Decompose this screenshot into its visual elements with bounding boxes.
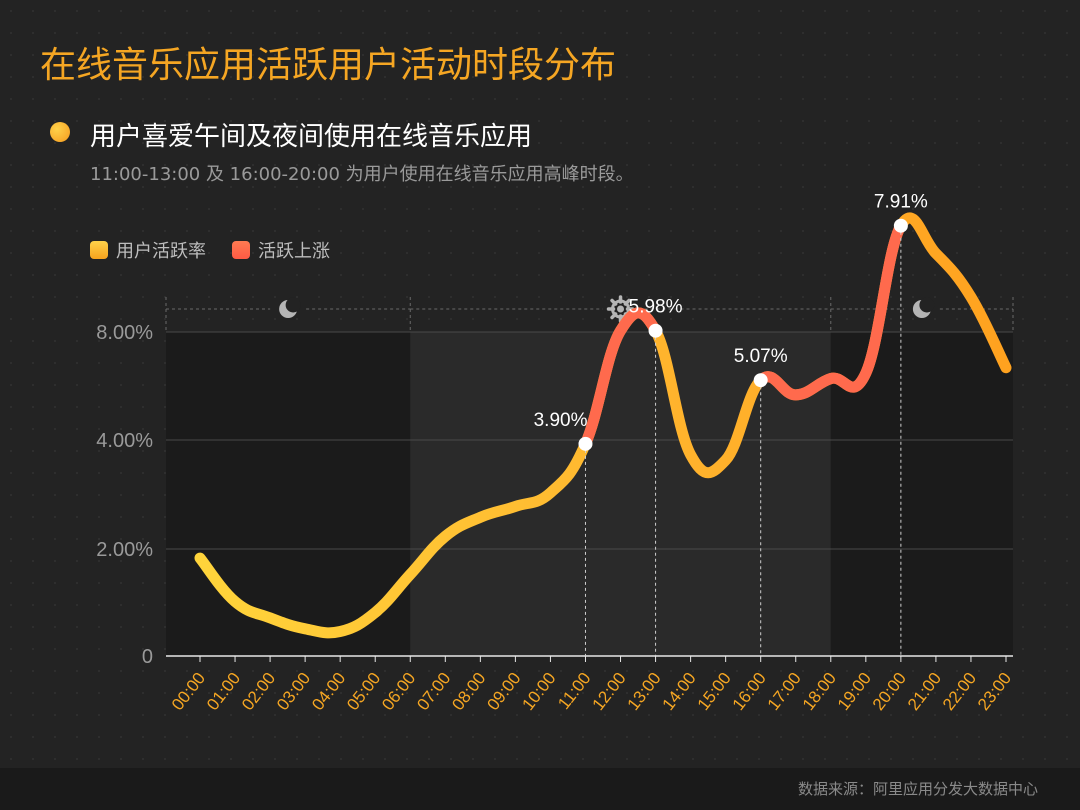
data-point-marker <box>648 323 663 338</box>
x-tick-label: 10:00 <box>518 669 559 714</box>
x-tick-label: 08:00 <box>448 669 489 714</box>
legend-label-active-rate: 用户活跃率 <box>116 241 206 262</box>
page-title: 在线音乐应用活跃用户活动时段分布 <box>40 45 617 86</box>
x-tick-label: 01:00 <box>203 669 244 714</box>
footer: 数据来源：阿里应用分发大数据中心 <box>0 768 1080 810</box>
bullet-icon <box>50 122 70 142</box>
x-tick-label: 07:00 <box>413 669 454 714</box>
data-point-marker <box>753 373 768 388</box>
x-tick-label: 15:00 <box>694 669 735 714</box>
x-tick-label: 13:00 <box>624 669 665 714</box>
x-tick-label: 16:00 <box>729 669 770 714</box>
x-tick-label: 22:00 <box>939 669 980 714</box>
x-tick-label: 19:00 <box>834 669 875 714</box>
x-tick-label: 17:00 <box>764 669 805 714</box>
data-label: 7.91% <box>874 192 928 213</box>
rise-segment <box>579 307 662 450</box>
x-tick-label: 03:00 <box>273 669 314 714</box>
x-tick-label: 18:00 <box>799 669 840 714</box>
period-band <box>166 332 411 656</box>
legend-swatch-rise <box>232 241 250 259</box>
x-tick-label: 02:00 <box>238 669 279 714</box>
chart-legend: 用户活跃率 活跃上涨 <box>90 237 330 263</box>
x-tick-label: 05:00 <box>343 669 384 714</box>
sun-core <box>617 305 625 313</box>
x-tick-label: 04:00 <box>308 669 349 714</box>
moon-cut <box>919 297 935 313</box>
x-tick-label: 20:00 <box>869 669 910 714</box>
data-label: 3.90% <box>534 410 588 431</box>
description: 11:00-13:00 及 16:00-20:00 为用户使用在线音乐应用高峰时… <box>90 164 634 185</box>
data-label: 5.07% <box>734 346 788 367</box>
legend-label-rise: 活跃上涨 <box>258 241 330 262</box>
x-tick-label: 21:00 <box>904 669 945 714</box>
y-tick-label: 2.00% <box>96 539 153 561</box>
subtitle: 用户喜爱午间及夜间使用在线音乐应用 <box>90 122 533 152</box>
data-point-marker <box>578 436 593 451</box>
moon-icon <box>912 297 935 318</box>
rise-segment <box>755 220 907 401</box>
moon-icon <box>279 297 301 318</box>
x-tick-label: 09:00 <box>483 669 524 714</box>
legend-swatch-active-rate <box>90 241 108 259</box>
legend-item-rise[interactable]: 活跃上涨 <box>232 237 330 263</box>
x-tick-label: 00:00 <box>168 669 209 714</box>
data-source: 数据来源：阿里应用分发大数据中心 <box>797 780 1038 798</box>
y-tick-label: 8.00% <box>96 322 153 344</box>
legend-item-active-rate[interactable]: 用户活跃率 <box>90 237 206 263</box>
x-tick-label: 06:00 <box>378 669 419 714</box>
sun-ring <box>611 299 631 319</box>
x-tick-label: 23:00 <box>974 669 1015 714</box>
y-tick-label: 0 <box>142 646 153 668</box>
y-tick-label: 4.00% <box>96 430 153 452</box>
x-tick-label: 11:00 <box>554 669 594 713</box>
x-tick-label: 12:00 <box>589 669 630 714</box>
data-label: 5.98% <box>629 297 683 318</box>
data-point-marker <box>893 218 908 233</box>
line-chart: 0 2.00% 4.00% 8.00% 00:0001:0002:0003:0004:0… <box>96 192 1015 714</box>
sun-gear-icon <box>606 295 635 323</box>
moon-cut <box>285 297 301 313</box>
x-tick-label: 14:00 <box>659 669 700 714</box>
